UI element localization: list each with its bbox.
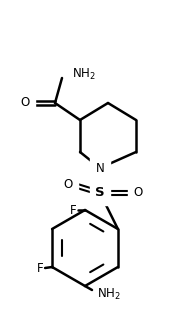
Text: NH$_2$: NH$_2$ (97, 286, 121, 302)
Text: F: F (37, 262, 43, 276)
Text: O: O (20, 96, 30, 110)
Text: F: F (70, 204, 76, 216)
Text: NH$_2$: NH$_2$ (72, 66, 96, 82)
Text: S: S (95, 186, 105, 200)
Text: O: O (63, 179, 73, 191)
Text: N: N (96, 161, 104, 175)
Text: O: O (133, 186, 143, 200)
